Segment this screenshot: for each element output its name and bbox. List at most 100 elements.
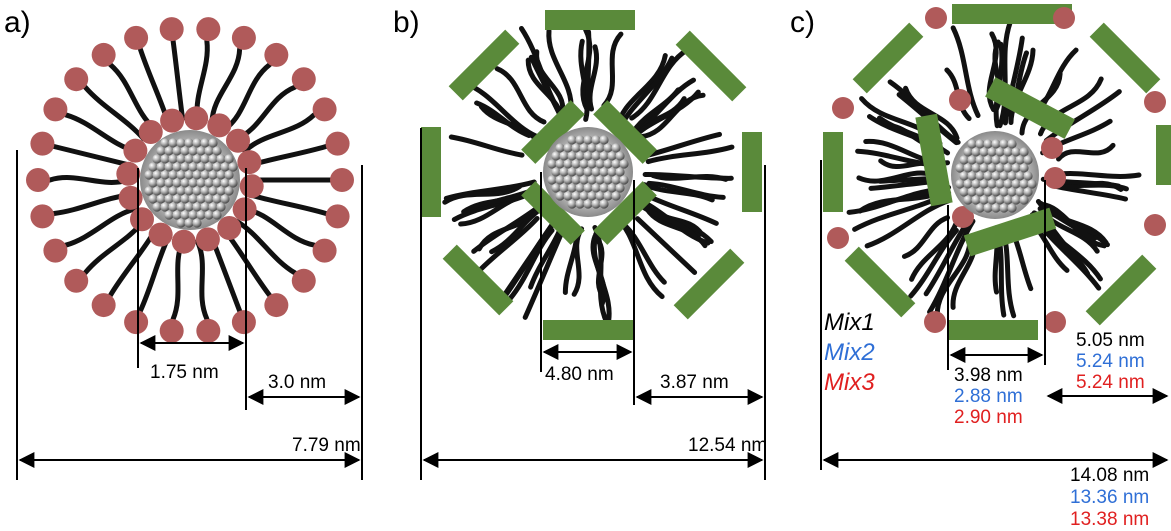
polar-head: [1044, 167, 1066, 189]
core-atom: [1011, 163, 1021, 173]
core-atom: [575, 199, 585, 209]
core-atom: [176, 154, 186, 164]
core-atom: [979, 179, 989, 189]
core-atom: [603, 191, 613, 201]
core-atom: [180, 178, 190, 188]
core-atom: [571, 175, 581, 185]
core-atom: [995, 147, 1005, 157]
core-atom: [172, 162, 182, 172]
polar-head: [30, 131, 55, 156]
core-atom: [991, 139, 1001, 149]
core-atom: [983, 139, 993, 149]
core-atom: [208, 202, 218, 212]
core-atom: [184, 186, 194, 196]
core-atom: [200, 202, 210, 212]
polar-head: [43, 97, 68, 122]
surfactant-tail: [82, 84, 147, 142]
core-atom: [192, 138, 202, 148]
inner-rect-head: [521, 181, 585, 245]
panel-a-label: a): [4, 6, 31, 39]
core-atom: [959, 171, 969, 181]
core-atom: [152, 202, 162, 212]
surfactant-tail: [645, 144, 735, 165]
panel-a: a) 1.75 nm 3.0 nm 7.79 nm: [4, 6, 363, 480]
core-atom: [563, 159, 573, 169]
core-atom: [999, 171, 1009, 181]
core-atom: [555, 143, 565, 153]
surfactant-tail: [927, 218, 976, 315]
inner-polar-head: [123, 138, 148, 163]
surfactant-tail: [1011, 232, 1034, 292]
polar-head: [264, 42, 289, 67]
core-atom: [607, 151, 617, 161]
core-atom: [1015, 171, 1025, 181]
core-atom: [176, 186, 186, 196]
polar-head: [196, 318, 221, 343]
core-atom: [967, 155, 977, 165]
core-atom: [212, 178, 222, 188]
core-atom: [559, 183, 569, 193]
core-atom: [587, 191, 597, 201]
inner-polar-head: [116, 161, 141, 186]
core-atom: [583, 135, 593, 145]
core-atom: [567, 183, 577, 193]
polar-head: [30, 204, 55, 229]
core-atom: [220, 162, 230, 172]
panel-c-tails: [846, 19, 1142, 320]
core-atom: [144, 170, 154, 180]
panel-a-total-size: 7.79 nm: [292, 435, 361, 456]
polar-head: [952, 206, 974, 228]
core-atom: [575, 151, 585, 161]
core-atom: [156, 162, 166, 172]
surfactant-tail: [1002, 35, 1025, 126]
surfactant-tail: [646, 180, 726, 200]
polar-head: [159, 17, 184, 42]
surfactant-tail: [629, 47, 690, 121]
core-atom: [188, 146, 198, 156]
core-atom: [224, 170, 234, 180]
core-atom: [1019, 179, 1029, 189]
surfactant-tail: [1056, 142, 1116, 162]
polar-head: [325, 131, 350, 156]
core-atom: [192, 154, 202, 164]
core-atom: [975, 187, 985, 197]
core-atom: [168, 186, 178, 196]
core-atom: [180, 194, 190, 204]
core-atom: [583, 199, 593, 209]
core-atom: [172, 178, 182, 188]
core-atom: [587, 175, 597, 185]
core-atom: [579, 175, 589, 185]
inner-rect-head: [915, 113, 953, 207]
surfactant-tail: [137, 46, 171, 125]
core-atom: [555, 175, 565, 185]
core-atom: [611, 159, 621, 169]
core-atom: [603, 143, 613, 153]
core-atom: [184, 154, 194, 164]
polar-head: [291, 268, 316, 293]
polar-head: [64, 67, 89, 92]
core-atom: [208, 154, 218, 164]
core-atom: [144, 186, 154, 196]
core-atom: [983, 155, 993, 165]
polar-head: [231, 25, 256, 50]
core-atom: [216, 186, 226, 196]
polar-head: [1053, 7, 1075, 29]
core-atom: [148, 194, 158, 204]
core-atom: [575, 183, 585, 193]
core-atom: [995, 179, 1005, 189]
core-atom: [164, 178, 174, 188]
core-atom: [216, 154, 226, 164]
polar-head: [196, 17, 221, 42]
panel-c: c) Mix1 Mix2 Mix3 3.98 nm 2.88 nm 2.90 n…: [790, 4, 1171, 530]
core-atom: [995, 163, 1005, 173]
core-atom: [599, 167, 609, 177]
panel-c-core: [951, 131, 1039, 219]
core-atom: [1003, 195, 1013, 205]
core-atom: [212, 210, 222, 220]
core-atom: [959, 187, 969, 197]
panel-b-core-size: 4.80 nm: [545, 364, 614, 385]
panel-c-core-size-mix2: 2.88 nm: [954, 386, 1023, 407]
core-atom: [220, 194, 230, 204]
polar-head: [925, 7, 947, 29]
core-atom: [224, 186, 234, 196]
